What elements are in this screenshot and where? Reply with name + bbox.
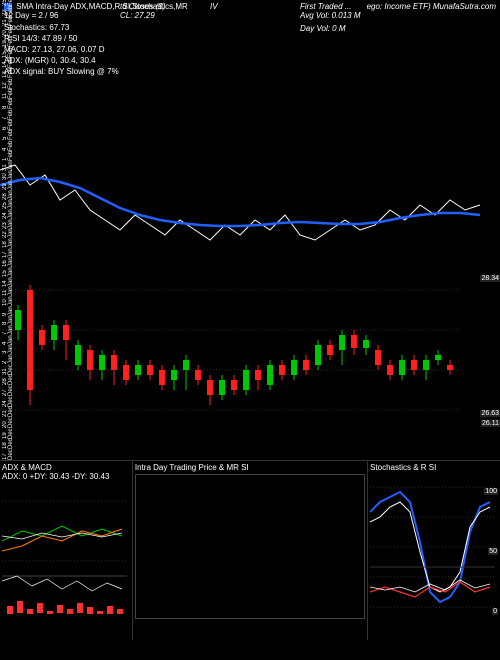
x-tick-label: 18 Dec [2,439,478,450]
x-tick-label: 4 Jan [2,335,478,345]
x-tick-label: 21 Feb [2,16,478,26]
x-tick-label: 15 Jan [2,267,478,277]
panel-title: Stochastics & R SI [370,463,498,472]
x-tick-label: 5 Feb [2,130,478,140]
x-tick-label: 7 Jan [2,325,478,335]
x-tick-label: 24 Jan [2,209,478,219]
x-tick-label: 3 Jan [2,345,478,355]
x-tick-label: 28 Jan [2,190,478,200]
x-tick-label: 30 Jan [2,171,478,181]
x-tick-label: 20 Feb [2,26,478,36]
x-tick-label: 25 Jan [2,200,478,210]
sub-panels: ADX & MACD ADX: 0 +DY: 30.43 -DY: 30.43 … [0,460,500,640]
intraday-panel: Intra Day Trading Price & MR SI [133,461,368,640]
x-axis-labels: 17 Dec18 Dec19 Dec20 Dec21 Dec24 Dec27 D… [0,430,480,460]
x-tick-label: 10 Jan [2,296,478,306]
x-tick-label: 22 Feb [2,6,478,16]
x-tick-label: 31 Dec [2,364,478,375]
y-axis-label: 50 [488,548,498,555]
x-tick-label: 11 Feb [2,89,478,99]
x-tick-label: 16 Jan [2,258,478,268]
x-tick-label: 13 Feb [2,68,478,78]
x-tick-label: 11 Jan [2,287,478,297]
x-tick-label: 8 Jan [2,316,478,326]
y-axis-label: 0 [492,608,498,615]
x-tick-label: 31 Jan [2,161,478,171]
panel-subtitle: ADX: 0 +DY: 30.43 -DY: 30.43 [2,472,130,481]
x-tick-label: 14 Jan [2,277,478,287]
candlestick-chart: 28.34 26.63 26.11 17 Dec18 Dec19 Dec20 Dec… [0,270,500,460]
x-tick-label: 17 Jan [2,248,478,258]
panel-title: ADX & MACD [2,463,130,472]
y-axis-label: 26.11 [481,420,500,427]
x-tick-label: 9 Jan [2,306,478,316]
x-tick-label: 4 Feb [2,140,478,150]
x-tick-label: 19 Feb [2,37,478,47]
x-tick-label: 6 Feb [2,120,478,130]
panel-title: Intra Day Trading Price & MR SI [135,463,365,472]
x-tick-label: 2 Jan [2,354,478,364]
x-tick-label: 29 Jan [2,180,478,190]
x-tick-label: 24 Dec [2,396,478,407]
x-tick-label: 22 Jan [2,229,478,239]
y-axis-label: 28.34 [480,275,500,282]
x-tick-label: 7 Feb [2,109,478,119]
empty-chart-box [135,474,365,619]
adx-macd-panel: ADX & MACD ADX: 0 +DY: 30.43 -DY: 30.43 [0,461,133,640]
x-tick-label: 12 Feb [2,78,478,88]
x-tick-label: 20 Dec [2,417,478,428]
x-tick-label: 28 Dec [2,375,478,386]
x-tick-label: 14 Feb [2,58,478,68]
y-axis-label: 100 [484,488,498,495]
x-tick-label: 25 Feb [2,0,478,6]
x-tick-label: 1 Feb [2,151,478,161]
x-tick-label: 8 Feb [2,99,478,109]
x-tick-label: 18 Jan [2,238,478,248]
x-tick-label: 17 Dec [2,449,478,460]
stoch-rsi-panel: Stochastics & R SI 100 50 0 [368,461,500,640]
x-tick-label: 27 Dec [2,385,478,396]
x-tick-label: 23 Jan [2,219,478,229]
x-tick-label: 19 Dec [2,428,478,439]
x-tick-label: 15 Feb [2,47,478,57]
x-tick-label: 21 Dec [2,407,478,418]
y-axis-label: 26.63 [480,410,500,417]
